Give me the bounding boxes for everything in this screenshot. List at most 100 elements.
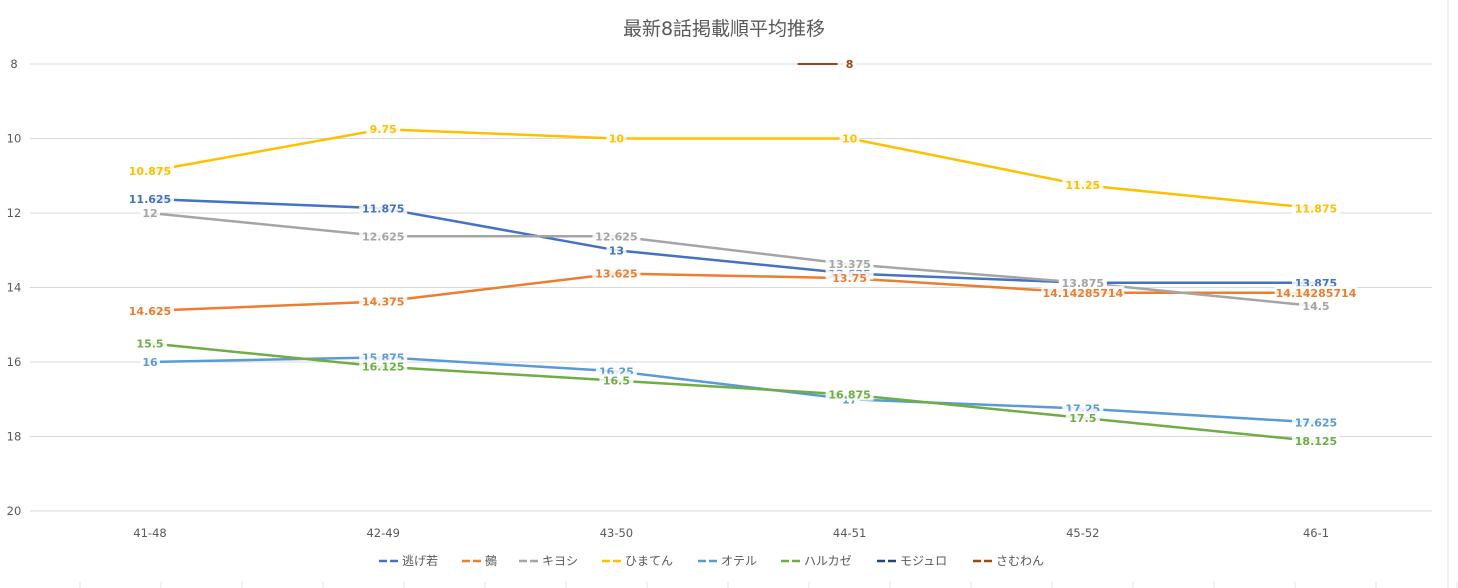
legend-item: さむわん: [973, 554, 1044, 568]
data-label: 12.625: [595, 230, 637, 243]
x-tick-label: 43-50: [600, 526, 633, 540]
legend-label: さむわん: [996, 554, 1044, 568]
legend-label: モジュロ: [900, 554, 947, 568]
legend-label: 鵺: [485, 554, 497, 568]
legend-item: モジュロ: [877, 554, 947, 568]
data-label: 16.125: [362, 361, 404, 374]
data-label: 13.375: [828, 258, 870, 271]
data-label-bg: [1274, 285, 1358, 299]
data-label-bg: [359, 201, 408, 215]
data-label: 14.14285714: [1042, 287, 1123, 300]
data-label-bg: [359, 294, 408, 308]
data-label: 11.875: [362, 202, 404, 215]
y-tick-label: 18: [7, 430, 22, 444]
data-label-bg: [592, 229, 641, 243]
data-label-bg: [359, 229, 408, 243]
x-tick-label: 45-52: [1066, 526, 1099, 540]
data-label: 16: [142, 356, 158, 369]
data-label: 13.875: [1062, 277, 1104, 290]
data-label-bg: [843, 57, 857, 70]
data-label-bg: [599, 373, 634, 387]
data-label: 11.25: [1065, 179, 1100, 192]
y-tick-label: 20: [7, 504, 22, 518]
data-label-bg: [825, 387, 874, 401]
x-tick-label: 44-51: [833, 526, 866, 540]
data-label: 14.5: [1302, 300, 1329, 313]
data-label-bg: [126, 192, 174, 206]
data-label-bg: [133, 336, 167, 350]
y-tick-label: 8: [10, 57, 17, 71]
data-label: 14.625: [129, 305, 171, 318]
legend-item: オテル: [698, 554, 757, 568]
data-label-bg: [126, 303, 174, 317]
y-tick-label: 14: [7, 281, 22, 295]
data-label-bg: [1041, 285, 1125, 299]
legend-item: 鵺: [462, 554, 497, 568]
series-line: [149, 342, 1317, 443]
series-line: [149, 197, 1316, 285]
x-tick-label: 46-1: [1303, 526, 1329, 540]
data-label: 16.5: [603, 375, 630, 388]
data-label: 16.875: [828, 389, 870, 402]
data-label: 8: [846, 58, 854, 71]
gridlines: [30, 63, 1432, 512]
legend-label: ハルカゼ: [804, 554, 852, 568]
data-label-bg: [1292, 434, 1340, 448]
data-label: 12: [142, 207, 157, 220]
chart-title: 最新8話掲載順平均推移: [623, 18, 825, 40]
y-tick-label: 16: [7, 355, 22, 369]
data-label-bg: [126, 164, 174, 178]
data-label-bg: [825, 257, 874, 271]
data-label: 9.75: [370, 123, 397, 136]
series-line: [149, 127, 1317, 210]
data-label-bg: [839, 131, 860, 145]
data-label-bg: [140, 355, 160, 368]
data-label: 15.5: [136, 337, 163, 350]
data-label: 17.5: [1069, 412, 1096, 425]
data-label-bg: [1065, 410, 1100, 424]
legend-item: キヨシ: [519, 554, 578, 568]
data-label: 10: [609, 133, 625, 146]
data-label-bg: [366, 122, 401, 136]
legend: 逃げ若 鵺 キヨシ ひまてん オテル ハルカゼ モジュロ さむわん: [379, 554, 1044, 568]
data-label-bg: [1062, 178, 1104, 192]
data-label: 17.625: [1295, 417, 1337, 430]
x-axis: 41-48 42-49 43-50 44-51 45-52 46-1: [133, 526, 1329, 540]
legend-label: キヨシ: [542, 554, 578, 568]
data-label-bg: [1292, 201, 1340, 215]
data-label: 13: [609, 244, 624, 257]
data-label: 14.14285714: [1276, 287, 1357, 300]
data-label: 10.875: [129, 165, 171, 178]
series-layer: [149, 63, 1317, 443]
legend-label: 逃げ若: [402, 554, 438, 568]
data-label: 13.625: [595, 268, 637, 281]
data-label-bg: [140, 206, 160, 219]
data-label-bg: [1058, 275, 1107, 289]
data-label: 11.625: [129, 193, 171, 206]
data-label: 13.75: [832, 272, 867, 285]
data-label: 12.625: [362, 230, 404, 243]
data-label: 14.375: [362, 295, 404, 308]
legend-item: 逃げ若: [379, 554, 438, 568]
data-label: 18.125: [1295, 435, 1337, 448]
data-label: 10: [842, 133, 858, 146]
data-label-bg: [592, 266, 641, 280]
data-label-bg: [1292, 415, 1340, 429]
data-label-bg: [829, 271, 871, 285]
data-labels: 11.62511.8751313.62513.87513.87514.62514…: [126, 57, 1358, 448]
y-tick-label: 10: [7, 132, 22, 146]
series-line: [149, 272, 1316, 313]
series-line: [149, 356, 1317, 424]
legend-label: ひまてん: [625, 554, 673, 568]
spreadsheet-background: [79, 0, 1458, 588]
x-tick-label: 42-49: [366, 526, 399, 540]
data-label-bg: [606, 243, 627, 257]
data-label-bg: [606, 131, 627, 145]
legend-label: オテル: [721, 554, 757, 568]
y-axis: 8 10 12 14 16 18 20: [7, 57, 22, 518]
legend-item: ハルカゼ: [781, 554, 852, 568]
y-tick-label: 12: [7, 206, 22, 220]
data-label: 11.875: [1295, 202, 1337, 215]
data-label-bg: [1299, 299, 1333, 313]
